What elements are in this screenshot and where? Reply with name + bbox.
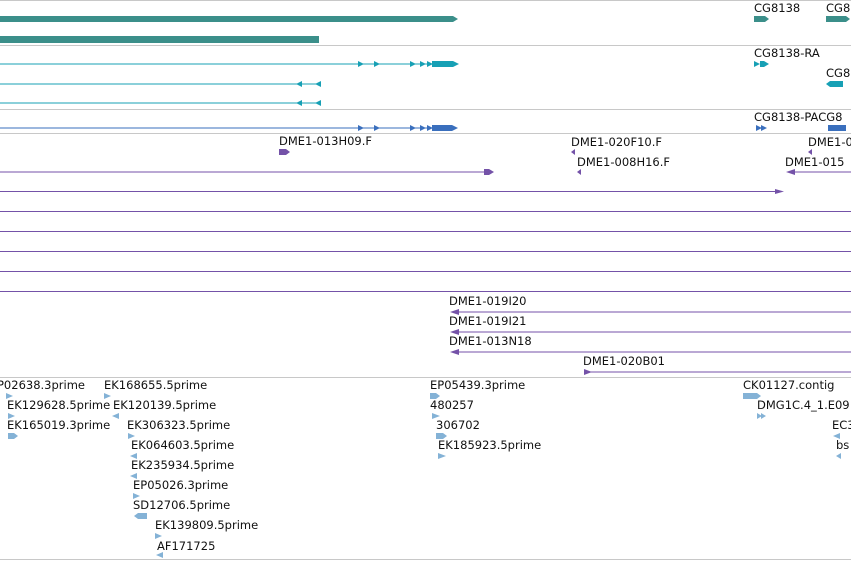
transcript-feature-2[interactable] [0,81,321,87]
clone-feature-008h16[interactable] [577,169,581,175]
est-feature-ck01127[interactable] [743,393,761,399]
est-feature-ep05026[interactable] [133,493,140,499]
clone-arrow-019i20[interactable] [450,309,459,315]
est-label-ep05439[interactable]: EP05439.3prime [430,378,525,392]
clone-label-013n18[interactable]: DME1-013N18 [449,334,532,348]
est-label-ek165019[interactable]: EK165019.3prime [7,418,110,432]
est-feature-ek139809[interactable] [155,533,162,539]
est-label-ep05026[interactable]: EP05026.3prime [133,478,228,492]
est-label-bs[interactable]: bs [836,438,849,452]
est-feature-ek165019[interactable] [8,433,18,439]
clone-arrow-020b01[interactable] [584,369,592,375]
clone-track: DME1-013H09.F DME1-020F10.F DME1-008H16.… [0,134,851,375]
est-label-ek064603[interactable]: EK064603.5prime [131,438,234,452]
est-label-ek168655[interactable]: EK168655.5prime [104,378,207,392]
est-label-ek306323[interactable]: EK306323.5prime [127,418,230,432]
est-label-p02638[interactable]: P02638.3prime [0,378,85,392]
est-feature-ek129628[interactable] [8,413,15,419]
protein-feature-cg8[interactable] [828,125,846,131]
transcript-label-cg8[interactable]: CG8 [826,66,850,80]
clone-arrow-2[interactable] [775,189,784,194]
est-label-sd12706[interactable]: SD12706.5prime [133,498,230,512]
gene-label-cg8[interactable]: CG8 [826,1,850,15]
est-label-480257[interactable]: 480257 [430,398,474,412]
clone-feature-013h09[interactable] [279,149,290,155]
clone-label-013h09[interactable]: DME1-013H09.F [279,134,372,148]
clone-feature-020f10[interactable] [571,149,575,155]
clone-arrow-1[interactable] [484,169,494,175]
protein-track: CG8138-PACG8 [0,110,846,131]
protein-feature-cg8138-pa[interactable] [756,125,767,131]
est-label-306702[interactable]: 306702 [436,418,480,432]
est-feature-dmg1c[interactable] [757,413,766,419]
est-feature-ek185923[interactable] [438,453,446,459]
est-feature-ec3[interactable] [833,433,840,439]
gene-track: CG8138 CG8 [0,1,850,43]
est-feature-ep05439[interactable] [430,393,440,399]
clone-label-008h16[interactable]: DME1-008H16.F [577,155,670,169]
clone-label-020f10[interactable]: DME1-020F10.F [571,135,662,149]
clone-label-019i20[interactable]: DME1-019I20 [449,294,527,308]
est-feature-ek120139[interactable] [112,413,119,419]
est-feature-ek306323[interactable] [128,433,135,439]
gene-feature-long[interactable] [0,16,458,22]
gene-feature-cg8138[interactable] [754,16,769,22]
gene-feature-short[interactable] [0,36,319,43]
est-feature-480257[interactable] [432,413,440,419]
est-feature-bs[interactable] [836,453,841,459]
clone-label-020b01[interactable]: DME1-020B01 [583,354,665,368]
est-label-ek120139[interactable]: EK120139.5prime [113,398,216,412]
est-feature-sd12706[interactable] [134,513,147,519]
est-label-af171725[interactable]: AF171725 [157,539,215,553]
gene-label-cg8138[interactable]: CG8138 [754,1,800,15]
est-label-ec3[interactable]: EC3 [832,418,851,432]
clone-arrow-019i21[interactable] [450,329,459,335]
est-label-dmg1c[interactable]: DMG1C.4_1.E09 [757,398,850,412]
est-label-ek139809[interactable]: EK139809.5prime [155,518,258,532]
est-feature-306702[interactable] [436,433,447,439]
transcript-label-cg8138-ra[interactable]: CG8138-RA [754,46,820,60]
est-label-ek235934[interactable]: EK235934.5prime [131,458,234,472]
est-label-ek185923[interactable]: EK185923.5prime [438,438,541,452]
transcript-feature-cg8138-ra[interactable] [754,61,769,67]
est-label-ek129628[interactable]: EK129628.5prime [7,398,110,412]
clone-arrow-013n18[interactable] [450,349,459,355]
est-track: P02638.3prime EK129628.5prime EK165019.3… [0,378,851,558]
transcript-feature-cg8[interactable] [826,81,843,87]
transcript-track: CG8138-RA CG8 [0,46,850,106]
clone-label-019i21[interactable]: DME1-019I21 [449,314,527,328]
clone-label-0[interactable]: DME1-0 [808,135,851,149]
est-label-ck01127[interactable]: CK01127.contig [743,378,834,392]
transcript-feature-3[interactable] [0,100,321,106]
protein-label-cg8138-pa[interactable]: CG8138-PACG8 [754,110,842,124]
est-feature-ek168655[interactable] [104,393,111,399]
clone-arrow-015[interactable] [786,169,795,175]
est-feature-af171725[interactable] [156,552,163,558]
transcript-feature-1[interactable] [0,61,459,67]
clone-lines [0,171,851,373]
clone-feature-0[interactable] [808,149,812,155]
protein-feature-1[interactable] [0,125,458,131]
est-feature-ek235934[interactable] [130,473,137,479]
gene-feature-cg8[interactable] [826,16,850,22]
est-feature-p02638[interactable] [6,393,13,399]
est-feature-ek064603[interactable] [130,453,137,459]
clone-label-015[interactable]: DME1-015 [785,155,844,169]
